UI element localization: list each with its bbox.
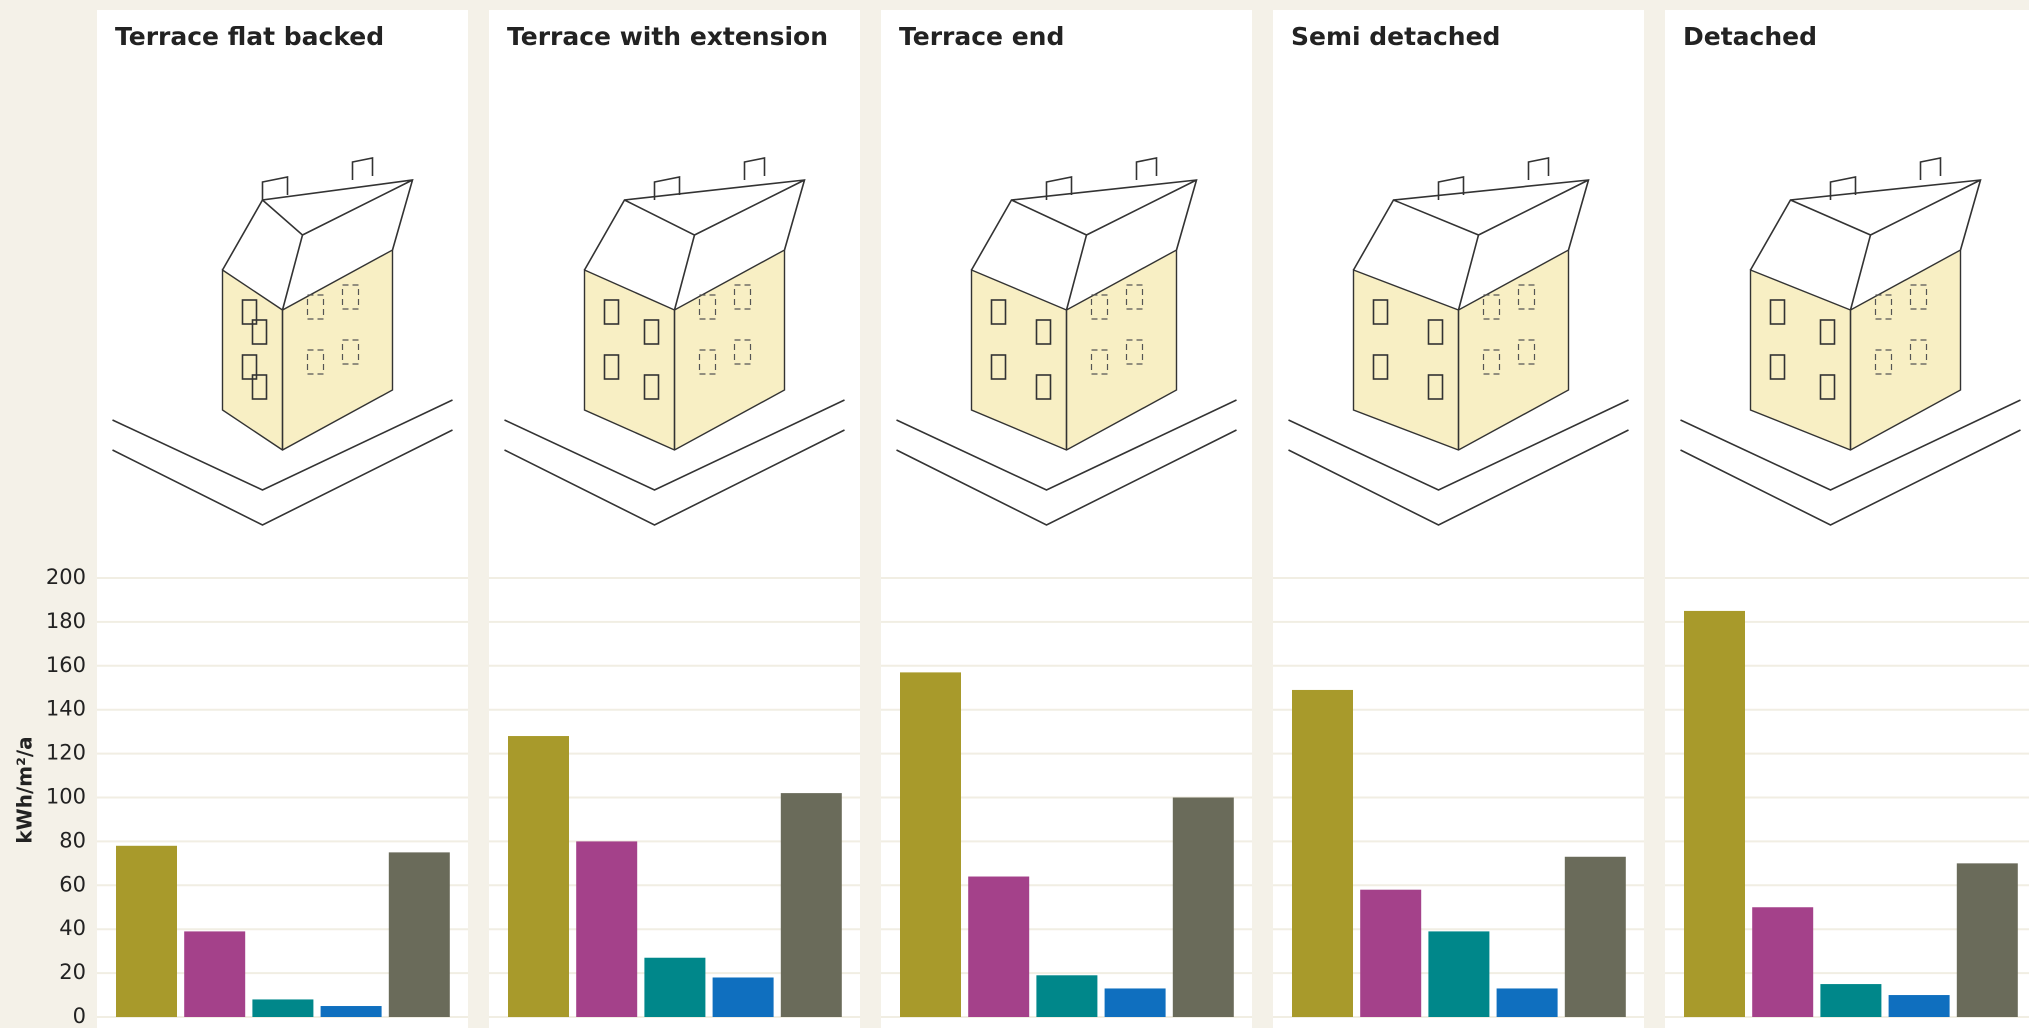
bar: [644, 957, 706, 1017]
y-tick-label: 40: [59, 916, 86, 940]
sketch-window: [1035, 374, 1052, 400]
sketch-ground: [504, 399, 845, 526]
sketch-roof: [1352, 179, 1590, 311]
sketch-window: [1372, 354, 1389, 380]
y-tick-label: 200: [46, 565, 86, 589]
bar: [1036, 975, 1098, 1017]
sketch-window: [643, 374, 660, 400]
sketch-window: [1427, 319, 1444, 345]
sketch-roof: [583, 179, 806, 311]
y-tick-label: 140: [46, 697, 86, 721]
bar: [1360, 889, 1422, 1017]
y-tick-label: 160: [46, 653, 86, 677]
house-sketch: [1680, 157, 2021, 526]
panel-title: Terrace flat backed: [115, 22, 384, 51]
bar: [1956, 863, 2018, 1017]
bar: [320, 1006, 382, 1017]
bar: [1428, 931, 1490, 1017]
sketch-ground: [1680, 399, 2021, 526]
sketch-chimney: [261, 157, 374, 200]
sketch-chimney: [1045, 157, 1158, 200]
bar: [1292, 689, 1353, 1017]
sketch-chimney: [653, 157, 766, 200]
bar: [1752, 907, 1814, 1017]
sketch-window: [251, 374, 268, 400]
bar: [508, 736, 569, 1017]
sketch-window: [1769, 354, 1786, 380]
bar: [1172, 797, 1234, 1017]
bar: [780, 793, 842, 1017]
sketch-roof: [1749, 179, 1982, 311]
house-sketch: [1288, 157, 1629, 526]
sketch-ground: [896, 399, 1237, 526]
y-tick-label: 20: [59, 960, 86, 984]
y-axis-label: kWh/m²/a: [13, 736, 37, 843]
sketch-window: [1372, 299, 1389, 325]
panel: Terrace end: [881, 10, 1252, 1028]
bar: [712, 977, 774, 1017]
sketch-window: [241, 354, 258, 380]
sketch-roof: [970, 179, 1198, 311]
bar: [1104, 988, 1166, 1017]
y-tick-label: 100: [46, 785, 86, 809]
y-tick-label: 80: [59, 828, 86, 852]
bar: [968, 876, 1030, 1017]
sketch-window: [643, 319, 660, 345]
sketch-window: [990, 299, 1007, 325]
panel: Terrace with extension: [489, 10, 860, 1028]
panel-title: Semi detached: [1291, 22, 1500, 51]
house-sketch: [112, 157, 453, 526]
panel: Semi detached: [1273, 10, 1644, 1028]
bar: [184, 931, 246, 1017]
bar: [1684, 610, 1745, 1017]
sketch-ground: [112, 399, 453, 526]
panel: Detached: [1665, 10, 2029, 1028]
sketch-window: [990, 354, 1007, 380]
sketch-window: [1819, 319, 1836, 345]
bar: [1496, 988, 1558, 1017]
bar: [1820, 984, 1882, 1017]
sketch-roof: [221, 179, 414, 311]
bar: [252, 999, 314, 1017]
sketch-window: [241, 299, 258, 325]
sketch-chimney: [1829, 157, 1942, 200]
house-sketch: [896, 157, 1237, 526]
y-tick-label: 0: [73, 1004, 86, 1028]
panel: Terrace flat backed: [97, 10, 468, 1028]
sketch-window: [1035, 319, 1052, 345]
sketch-window: [1819, 374, 1836, 400]
sketch-ground: [1288, 399, 1629, 526]
y-tick-label: 120: [46, 741, 86, 765]
y-tick-label: 60: [59, 872, 86, 896]
bar: [1888, 995, 1950, 1017]
bar: [1564, 856, 1626, 1017]
sketch-window: [1769, 299, 1786, 325]
sketch-window: [1427, 374, 1444, 400]
y-tick-label: 180: [46, 609, 86, 633]
bar: [900, 672, 961, 1017]
house-sketch: [504, 157, 845, 526]
sketch-window: [603, 354, 620, 380]
bar: [388, 852, 450, 1017]
panel-title: Detached: [1683, 22, 1817, 51]
bar: [576, 841, 638, 1017]
panel-title: Terrace with extension: [507, 22, 828, 51]
sketch-window: [603, 299, 620, 325]
sketch-chimney: [1437, 157, 1550, 200]
sketch-window: [251, 319, 268, 345]
panel-title: Terrace end: [899, 22, 1064, 51]
bar: [116, 845, 177, 1017]
